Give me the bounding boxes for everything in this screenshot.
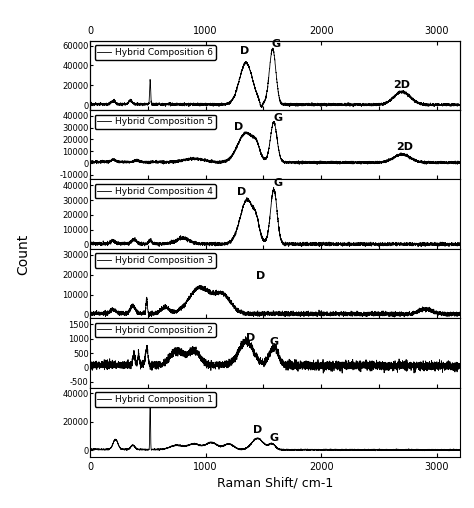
- Legend: Hybrid Composition 3: Hybrid Composition 3: [95, 253, 216, 268]
- Text: D: D: [256, 271, 266, 280]
- Text: 2D: 2D: [396, 142, 413, 152]
- Legend: Hybrid Composition 5: Hybrid Composition 5: [95, 115, 216, 129]
- Text: D: D: [237, 187, 246, 197]
- Legend: Hybrid Composition 2: Hybrid Composition 2: [95, 323, 216, 337]
- Text: D: D: [235, 122, 244, 133]
- Text: D: D: [246, 333, 255, 343]
- Text: 2D: 2D: [393, 80, 410, 90]
- Text: G: G: [269, 337, 278, 347]
- Legend: Hybrid Composition 1: Hybrid Composition 1: [95, 392, 216, 407]
- Text: D: D: [253, 425, 262, 434]
- Text: G: G: [269, 433, 278, 443]
- Legend: Hybrid Composition 4: Hybrid Composition 4: [95, 184, 216, 199]
- Text: G: G: [274, 178, 283, 188]
- Text: Count: Count: [17, 233, 31, 275]
- Text: G: G: [272, 39, 281, 49]
- Legend: Hybrid Composition 6: Hybrid Composition 6: [95, 45, 216, 59]
- Text: D: D: [240, 46, 249, 55]
- X-axis label: Raman Shift/ cm-1: Raman Shift/ cm-1: [217, 476, 333, 489]
- Text: G: G: [274, 113, 283, 123]
